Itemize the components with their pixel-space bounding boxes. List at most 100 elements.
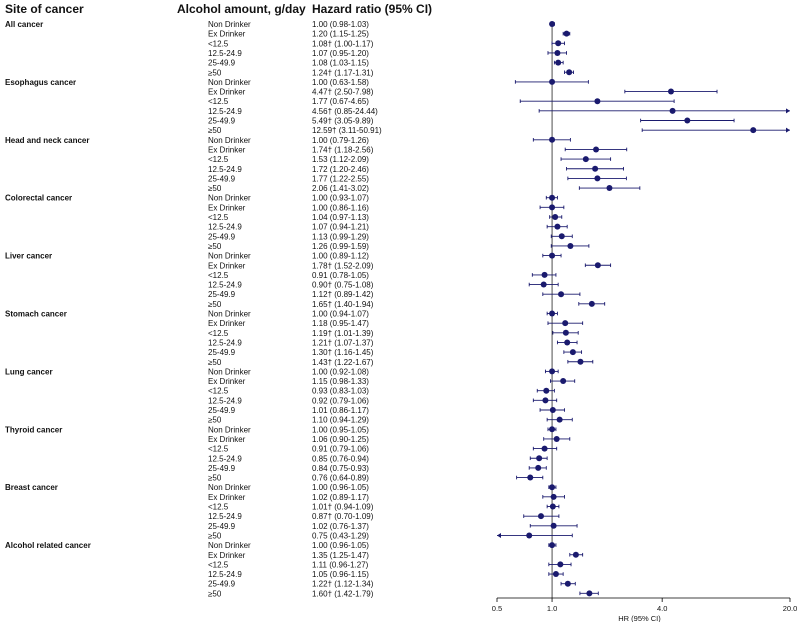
hazard-ratio-text: 1.12† (0.89-1.42) <box>312 290 374 299</box>
alcohol-amount-label: 12.5-24.9 <box>208 107 242 116</box>
hr-point <box>572 551 579 558</box>
cancer-site-3: Colorectal cancer <box>5 194 72 203</box>
hr-point <box>549 542 556 549</box>
hr-point <box>537 513 544 520</box>
hazard-ratio-text: 1.10 (0.94-1.29) <box>312 416 369 425</box>
ci-arrow-right <box>786 127 790 133</box>
hazard-ratio-text: 1.00 (0.79-1.26) <box>312 136 369 145</box>
hazard-ratio-text: 1.02 (0.89-1.17) <box>312 493 369 502</box>
x-tick-label: 0.5 <box>492 604 502 613</box>
alcohol-amount-label: Ex Drinker <box>208 435 246 444</box>
hr-point <box>527 474 534 481</box>
hazard-ratio-text: 1.24† (1.17-1.31) <box>312 68 374 77</box>
forest-marks <box>497 21 790 598</box>
cancer-site-0: All cancer <box>5 20 43 29</box>
x-tick-label: 4.0 <box>657 604 667 613</box>
cancer-site-1: Esophagus cancer <box>5 78 76 87</box>
alcohol-amount-label: 12.5-24.9 <box>208 49 242 58</box>
hr-point <box>562 320 569 327</box>
hazard-ratio-text: 1.65† (1.40-1.94) <box>312 300 374 309</box>
hazard-ratio-text: 4.56† (0.85-24.44) <box>312 107 378 116</box>
hazard-ratio-text: 1.00 (0.95-1.05) <box>312 425 369 434</box>
hr-point <box>549 252 556 259</box>
hr-point <box>549 21 556 27</box>
hr-point <box>549 78 556 85</box>
alcohol-amount-label: <12.5 <box>208 560 229 569</box>
hr-point <box>564 580 571 587</box>
alcohol-amount-label: <12.5 <box>208 271 229 280</box>
hr-point <box>552 571 559 578</box>
alcohol-amount-label: Non Drinker <box>208 425 251 434</box>
hr-point <box>549 136 556 143</box>
hazard-ratio-text: 1.00 (0.96-1.05) <box>312 483 369 492</box>
hr-point <box>567 242 574 249</box>
hr-point <box>541 271 548 278</box>
hr-point <box>549 426 556 433</box>
alcohol-amount-label: 12.5-24.9 <box>208 454 242 463</box>
alcohol-amount-label: Non Drinker <box>208 541 251 550</box>
alcohol-amount-label: ≥50 <box>208 126 222 135</box>
alcohol-amount-label: Ex Drinker <box>208 88 246 97</box>
hazard-ratio-text: 1.00 (0.86-1.16) <box>312 203 369 212</box>
alcohol-amount-label: Non Drinker <box>208 310 251 319</box>
hazard-ratio-text: 1.60† (1.42-1.79) <box>312 589 374 598</box>
hazard-ratio-text: 1.00 (0.63-1.58) <box>312 78 369 87</box>
hazard-ratio-text: 1.07 (0.94-1.21) <box>312 223 369 232</box>
alcohol-amount-label: <12.5 <box>208 155 229 164</box>
alcohol-amount-label: Non Drinker <box>208 483 251 492</box>
hr-point <box>557 561 564 568</box>
hazard-ratio-text: 1.11 (0.96-1.27) <box>312 560 369 569</box>
hr-point <box>554 49 561 56</box>
hr-point <box>549 194 556 201</box>
hr-point <box>549 484 556 491</box>
hazard-ratio-text: 2.06 (1.41-3.02) <box>312 184 369 193</box>
alcohol-amount-label: ≥50 <box>208 242 222 251</box>
hr-point <box>543 387 550 394</box>
alcohol-amount-label: <12.5 <box>208 445 229 454</box>
alcohol-amount-label: 25-49.9 <box>208 580 236 589</box>
hr-point <box>569 349 576 356</box>
alcohol-amount-label: 25-49.9 <box>208 59 236 68</box>
hr-point <box>542 397 549 404</box>
hazard-ratio-text: 1.22† (1.12-1.34) <box>312 580 374 589</box>
hazard-ratio-text: 1.07 (0.95-1.20) <box>312 49 369 58</box>
hr-point <box>549 503 556 510</box>
ci-arrow-right <box>786 108 790 114</box>
hr-point <box>594 262 601 269</box>
hr-point <box>669 107 676 114</box>
cancer-site-7: Thyroid cancer <box>5 425 62 434</box>
hazard-ratio-text: 1.00 (0.93-1.07) <box>312 194 369 203</box>
hazard-ratio-text: 1.01 (0.86-1.17) <box>312 406 369 415</box>
hr-point <box>562 329 569 336</box>
alcohol-amount-label: Ex Drinker <box>208 551 246 560</box>
hr-point <box>594 98 601 105</box>
hr-point <box>550 493 557 500</box>
hazard-ratio-text: 1.43† (1.22-1.67) <box>312 358 374 367</box>
hr-point <box>750 127 757 134</box>
hr-point <box>526 532 533 539</box>
alcohol-amount-label: 25-49.9 <box>208 522 236 531</box>
hazard-ratio-text: 1.74† (1.18-2.56) <box>312 145 374 154</box>
alcohol-amount-label: Non Drinker <box>208 20 251 29</box>
hazard-ratio-text: 1.53 (1.12-2.09) <box>312 155 369 164</box>
hr-point <box>540 281 547 288</box>
hr-point <box>552 214 559 220</box>
alcohol-amount-label: 25-49.9 <box>208 117 236 126</box>
alcohol-amount-label: Non Drinker <box>208 252 251 261</box>
hazard-ratio-text: 1.30† (1.16-1.45) <box>312 348 374 357</box>
hazard-ratio-text: 1.08 (1.03-1.15) <box>312 59 369 68</box>
hazard-ratio-text: 4.47† (2.50-7.98) <box>312 88 374 97</box>
hr-point <box>535 464 542 471</box>
hazard-ratio-text: 5.49† (3.05-9.89) <box>312 117 374 126</box>
hr-point <box>582 156 589 163</box>
hazard-ratio-text: 1.18 (0.95-1.47) <box>312 319 369 328</box>
alcohol-amount-label: 25-49.9 <box>208 290 236 299</box>
hr-point <box>550 522 557 529</box>
hr-point <box>667 88 674 95</box>
hr-point <box>606 185 613 192</box>
x-tick-label: 20.0 <box>783 604 798 613</box>
hazard-ratio-text: 0.91 (0.79-1.06) <box>312 445 369 454</box>
hazard-ratio-text: 1.00 (0.98-1.03) <box>312 20 369 29</box>
alcohol-amount-label: 25-49.9 <box>208 348 236 357</box>
hr-point <box>558 291 565 298</box>
